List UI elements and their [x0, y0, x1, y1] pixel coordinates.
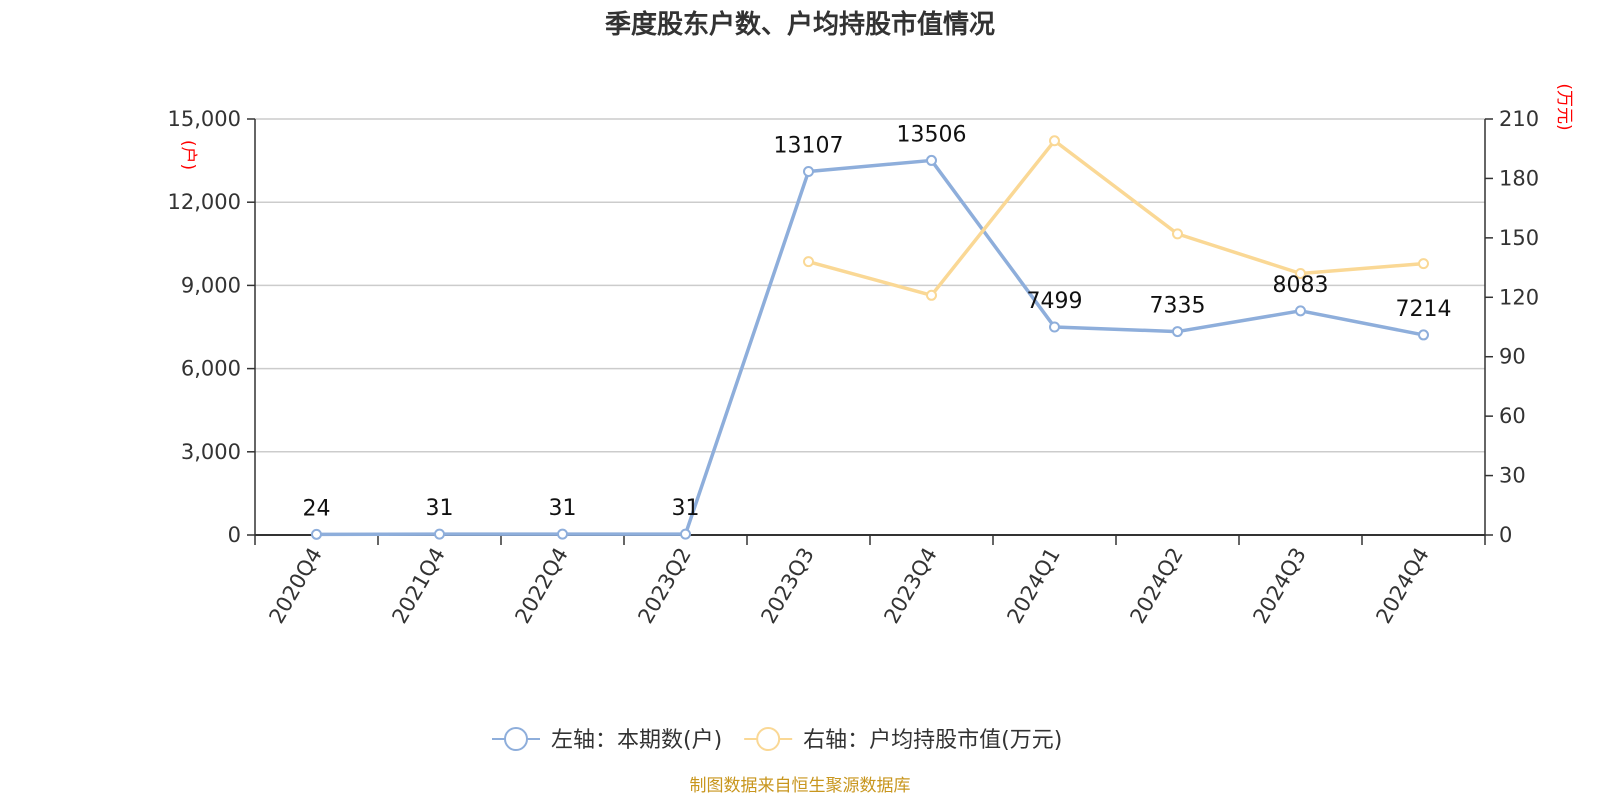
- data-label: 31: [672, 496, 700, 521]
- x-axis-tick-label: 2020Q4: [264, 544, 326, 628]
- left-axis-tick-label: 15,000: [168, 107, 241, 131]
- data-label: 7499: [1027, 289, 1083, 314]
- legend-label: 右轴：户均持股市值(万元): [803, 728, 1062, 753]
- data-point[interactable]: [1295, 305, 1306, 317]
- x-axis-tick-label: 2023Q3: [756, 544, 818, 628]
- x-axis-tick-label: 2022Q4: [510, 544, 572, 628]
- x-axis-tick-label: 2024Q4: [1371, 544, 1433, 628]
- data-label: 31: [549, 496, 577, 521]
- x-axis-tick-label: 2021Q4: [387, 544, 449, 628]
- legend-label: 左轴：本期数(户): [551, 728, 722, 753]
- left-axis-tick-label: 12,000: [168, 190, 241, 214]
- grid-lines: [255, 118, 1485, 453]
- left-axis-tick-label: 0: [228, 523, 241, 547]
- data-label: 13107: [774, 133, 844, 158]
- left-axis-unit: (户): [178, 140, 198, 170]
- left-axis-tick-label: 9,000: [181, 273, 241, 297]
- right-axis-tick-label: 90: [1499, 345, 1526, 369]
- series-line: [316, 158, 1424, 537]
- legend-item-1[interactable]: 左轴：本期数(户): [492, 727, 722, 753]
- right-axis-unit: (万元): [1554, 83, 1574, 130]
- chart-title: 季度股东户数、户均持股市值情况: [605, 9, 995, 40]
- left-axis-tick-label: 3,000: [181, 440, 241, 464]
- data-point[interactable]: [680, 528, 691, 540]
- data-label: 8083: [1273, 273, 1329, 298]
- data-labels: 24 31 31 31 13107 13506 7499 7335 8083 7214: [303, 122, 1452, 521]
- data-point[interactable]: [557, 528, 568, 540]
- x-axis-tick-label: 2024Q3: [1248, 544, 1310, 628]
- data-label: 7214: [1396, 297, 1452, 322]
- right-axis-tick-label: 120: [1499, 285, 1539, 309]
- data-point[interactable]: [803, 256, 814, 268]
- data-label: 24: [303, 496, 331, 521]
- x-axis-tick-label: 2024Q1: [1002, 544, 1064, 628]
- right-axis-tick-label: 30: [1499, 464, 1526, 488]
- data-point[interactable]: [1049, 321, 1060, 333]
- right-axis-tick-label: 0: [1499, 523, 1512, 547]
- data-point[interactable]: [1049, 135, 1060, 147]
- x-axis-tick-label: 2023Q2: [633, 544, 695, 628]
- x-axis-tick-label: 2024Q2: [1125, 544, 1187, 628]
- source-note: 制图数据来自恒生聚源数据库: [690, 776, 911, 796]
- data-point[interactable]: [926, 154, 937, 166]
- data-label: 7335: [1150, 294, 1206, 319]
- left-axis-tick-label: 6,000: [181, 357, 241, 381]
- data-point[interactable]: [1295, 268, 1306, 280]
- data-label: 31: [426, 496, 454, 521]
- legend-marker: [756, 727, 781, 751]
- right-axis-tick-label: 180: [1499, 166, 1539, 190]
- x-axis-tick-label: 2023Q4: [879, 544, 941, 628]
- series-line: [808, 139, 1424, 298]
- right-axis-tick-label: 210: [1499, 107, 1539, 131]
- data-point[interactable]: [434, 528, 445, 540]
- data-point[interactable]: [926, 289, 937, 301]
- legend-marker: [504, 727, 528, 751]
- data-point[interactable]: [311, 528, 322, 540]
- data-point[interactable]: [1172, 228, 1183, 240]
- legend[interactable]: 左轴：本期数(户) 右轴：户均持股市值(万元): [492, 727, 1062, 753]
- right-axis-tick-label: 150: [1499, 226, 1539, 250]
- data-label: 13506: [897, 122, 967, 147]
- data-point[interactable]: [803, 165, 814, 177]
- data-point[interactable]: [1172, 326, 1183, 338]
- data-point[interactable]: [1418, 329, 1429, 341]
- series-2: [803, 135, 1429, 301]
- data-point[interactable]: [1418, 258, 1429, 270]
- right-axis-tick-label: 60: [1499, 404, 1526, 428]
- series-layer: [311, 135, 1429, 540]
- series-1: [311, 154, 1429, 540]
- legend-item-2[interactable]: 右轴：户均持股市值(万元): [744, 727, 1062, 753]
